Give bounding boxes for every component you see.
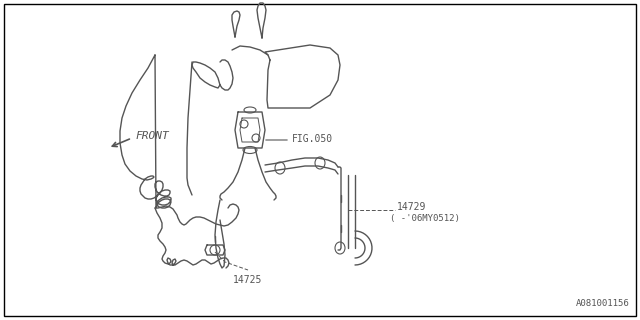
Text: 14729: 14729 — [397, 202, 426, 212]
Text: FIG.050: FIG.050 — [292, 134, 333, 144]
Text: FRONT: FRONT — [135, 131, 169, 141]
Text: ( -'06MY0512): ( -'06MY0512) — [390, 213, 460, 222]
Text: 14725: 14725 — [234, 275, 262, 285]
Text: A081001156: A081001156 — [576, 299, 630, 308]
